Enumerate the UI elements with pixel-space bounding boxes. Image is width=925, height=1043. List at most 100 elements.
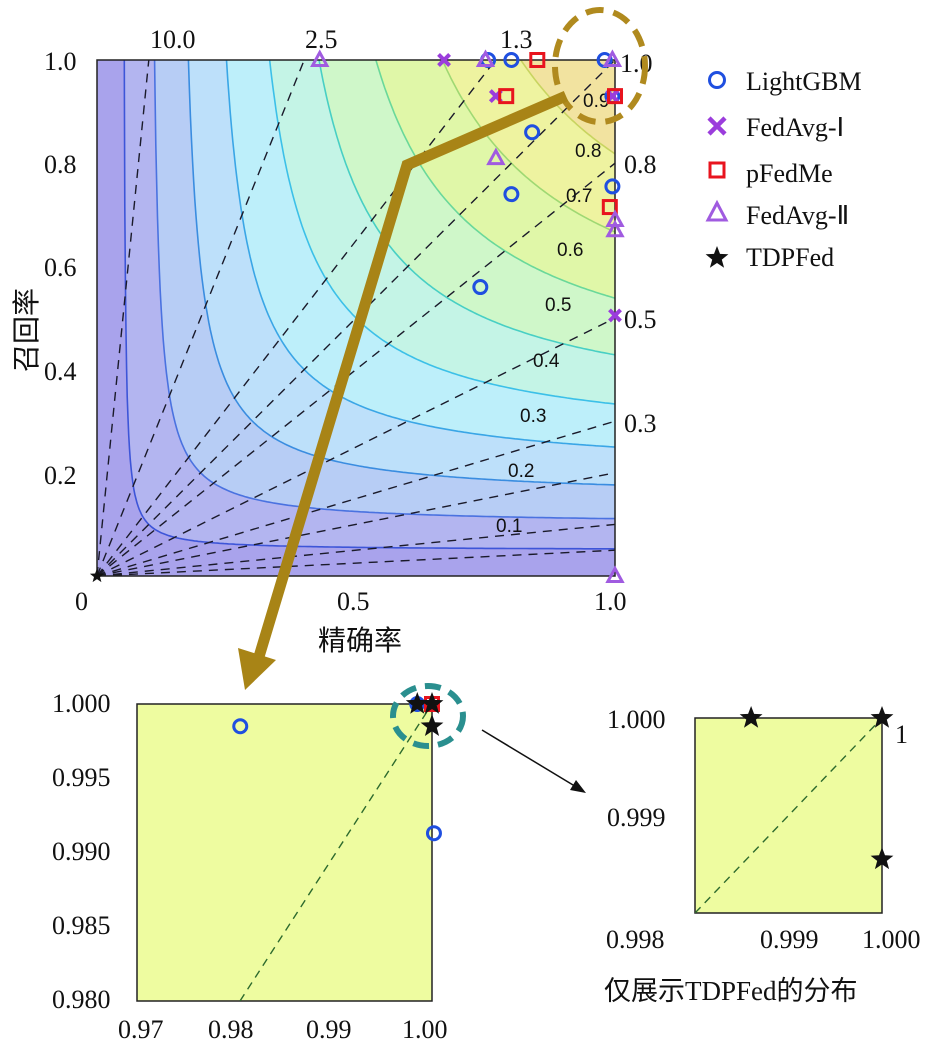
z1-y-tick-0.980: 0.980 [52, 985, 111, 1014]
ratio-label-top-2.5: 2.5 [305, 25, 338, 54]
ratio-line [97, 549, 615, 576]
main-data-points [89, 49, 625, 584]
y-tick-0.2: 0.2 [44, 461, 77, 490]
zoom2-data-points [739, 706, 894, 870]
x-tick-0: 0 [75, 587, 88, 616]
z2-x-tick-0.999: 0.999 [760, 925, 819, 954]
data-point-triangle [310, 49, 330, 68]
legend-marker-triangle [705, 199, 729, 222]
legend-marker-star [705, 246, 729, 268]
ratio-lines [97, 60, 615, 576]
y-tick-0.6: 0.6 [44, 253, 77, 282]
ratio-line [97, 523, 615, 576]
highlight-circle-teal [390, 683, 466, 749]
legend-label: FedAvg-Ⅰ [746, 113, 844, 142]
x-tick-1.0: 1.0 [594, 587, 627, 616]
contour-line [375, 60, 615, 299]
zoom1-data-points [232, 692, 444, 842]
main-contour-plot: 0.1 0.2 0.3 0.4 0.5 0.6 0.7 0.8 0.9 10.0… [11, 25, 657, 657]
legend: LightGBM FedAvg-Ⅰ pFedMe FedAvg-Ⅱ TDPFed [705, 67, 862, 272]
ratio-line [97, 472, 615, 576]
contour-line [318, 60, 615, 356]
z1-x-tick-1.00: 1.00 [402, 1015, 448, 1043]
ratio-line [97, 60, 615, 576]
legend-item-lightgbm: LightGBM [708, 67, 862, 96]
z2-x-tick-0.998: 0.998 [606, 925, 665, 954]
data-point-circle [503, 52, 520, 68]
y-tick-0.4: 0.4 [44, 357, 77, 386]
zoom2-ratio-line [695, 718, 882, 913]
data-point-star [870, 706, 894, 728]
legend-label: pFedMe [746, 159, 833, 188]
data-point-square [601, 199, 618, 216]
zoom1-ratio-line [239, 704, 432, 1001]
legend-marker-circle [708, 71, 726, 89]
data-point-circle [503, 186, 520, 203]
data-point-star [420, 692, 444, 714]
data-point-circle [472, 279, 489, 296]
contour-label-0.9: 0.9 [583, 91, 609, 112]
z1-y-tick-0.995: 0.995 [52, 763, 111, 792]
ratio-line [97, 60, 305, 576]
ratio-label-top-1.3: 1.3 [500, 25, 533, 54]
data-point-triangle [486, 147, 506, 166]
contour-line [187, 60, 615, 486]
legend-item-fedavg1: FedAvg-Ⅰ [707, 113, 844, 142]
contour-label-0.5: 0.5 [545, 295, 571, 316]
data-point-star [89, 568, 105, 583]
contour-line [519, 60, 615, 155]
z1-y-tick-1.000: 1.000 [52, 689, 111, 718]
data-point-square [607, 88, 623, 105]
x-axis-title: 精确率 [318, 625, 402, 657]
ratio-line [97, 420, 615, 576]
y-axis-title: 召回率 [11, 288, 43, 372]
legend-label: TDPFed [746, 243, 834, 272]
ratio-label-right-0.3: 0.3 [624, 409, 657, 438]
data-point-x [437, 53, 451, 67]
z2-caption: 仅展示TDPFed的分布 [604, 976, 858, 1006]
legend-label: FedAvg-Ⅱ [746, 201, 849, 230]
data-point-star [739, 706, 763, 728]
data-point-triangle [605, 219, 625, 238]
highlight-circle-gold [552, 7, 648, 125]
z2-y-tick-0.999: 0.999 [607, 803, 666, 832]
contour-label-0.6: 0.6 [557, 240, 583, 261]
legend-item-fedavg2: FedAvg-Ⅱ [705, 199, 849, 230]
data-point-star [405, 692, 429, 714]
zoom-arrow-main [238, 90, 569, 690]
data-point-square [529, 52, 546, 68]
z1-y-tick-0.985: 0.985 [52, 911, 111, 940]
ratio-line [97, 317, 615, 576]
legend-item-pfedme: pFedMe [708, 159, 833, 188]
contour-line [153, 60, 615, 520]
z2-y-tick-1.000: 1.000 [607, 705, 666, 734]
contour-fill [97, 60, 615, 576]
y-tick-1.0: 1.0 [44, 47, 77, 76]
ratio-label-right-0.8: 0.8 [624, 150, 657, 179]
ratio-line [97, 60, 497, 576]
contour-line [441, 60, 615, 233]
contour-label-0.2: 0.2 [508, 461, 534, 482]
legend-item-tdpfed: TDPFed [705, 243, 834, 272]
data-point-square [498, 88, 515, 105]
contour-label-0.1: 0.1 [496, 516, 522, 537]
zoom1-frame [136, 703, 433, 1002]
data-point-x [608, 308, 622, 323]
contour-label-0.8: 0.8 [575, 141, 601, 162]
z2-corner-label: 1 [895, 720, 908, 749]
z2-x-tick-1.000: 1.000 [862, 925, 921, 954]
data-point-circle [524, 124, 541, 141]
x-tick-0.5: 0.5 [337, 587, 370, 616]
zoom-plot-1: 1.000 0.995 0.990 0.985 0.980 0.97 0.98 … [52, 689, 448, 1043]
ratio-line [97, 60, 150, 576]
ratio-line [97, 162, 615, 576]
z1-x-tick-0.97: 0.97 [118, 1015, 164, 1043]
ratio-label-right-0.5: 0.5 [624, 305, 657, 334]
legend-label: LightGBM [746, 67, 862, 96]
zoom-arrow-small [481, 729, 586, 793]
contour-label-0.3: 0.3 [520, 406, 546, 427]
ratio-label-top-10: 10.0 [150, 25, 196, 54]
data-point-triangle [475, 49, 496, 68]
z1-x-tick-0.98: 0.98 [208, 1015, 254, 1043]
